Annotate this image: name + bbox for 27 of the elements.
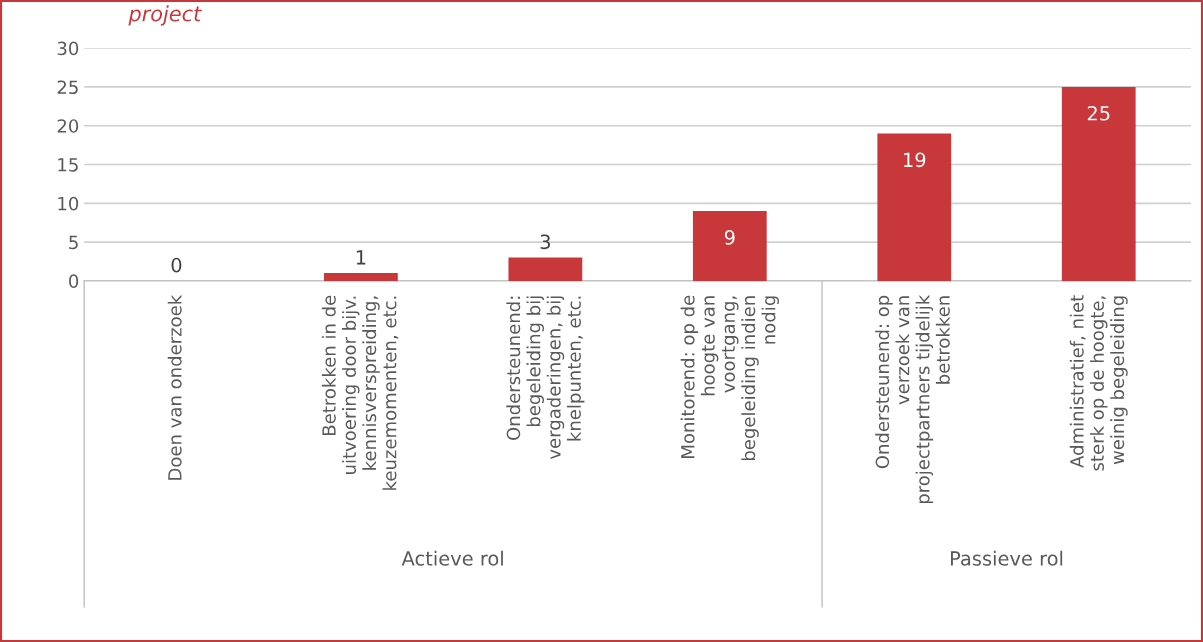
data-label: 0 [171, 257, 182, 273]
bar [508, 257, 583, 281]
y-tick-label: 10 [58, 196, 79, 211]
x-tick-label: Monitorend: op de hoogte van voortgang, begeleiding indien nodig [680, 295, 779, 461]
data-label: 19 [904, 152, 926, 168]
bar [692, 211, 767, 281]
y-tick-label: 20 [57, 119, 79, 133]
data-label: 9 [724, 230, 735, 245]
data-label: 25 [1087, 105, 1110, 121]
y-tick-label: 15 [58, 158, 78, 172]
bar [877, 133, 952, 281]
x-tick-label: Betrokken in de uitvoering door bijv. kennisverspreiding, keuzemomenten, etc. [321, 295, 399, 490]
x-tick-label: Administratief, niet sterk op de hoogte, weinig begeleiding [1069, 295, 1128, 471]
x-tick-label: Ondersteunend: op verzoek van projectpartners tijdelijk betrokken [875, 294, 950, 504]
text: Passieve rol [950, 550, 1063, 566]
data-label: 1 [356, 250, 366, 265]
y-tick-label: 25 [57, 80, 78, 95]
x-tick-label: Doen van onderzoek [167, 294, 182, 480]
y-tick-label: 0 [69, 274, 79, 288]
y-tick-label: 5 [69, 235, 78, 250]
bar [1061, 86, 1136, 281]
text: Actieve rol [401, 550, 503, 566]
y-tick-label: 30 [57, 41, 79, 56]
bar [324, 273, 398, 281]
x-tick-label: Ondersteunend: begeleiding bij vergaderingen, bij knelpunten, etc. [506, 296, 585, 460]
chart-title: project [128, 5, 202, 26]
data-label: 3 [540, 234, 550, 250]
